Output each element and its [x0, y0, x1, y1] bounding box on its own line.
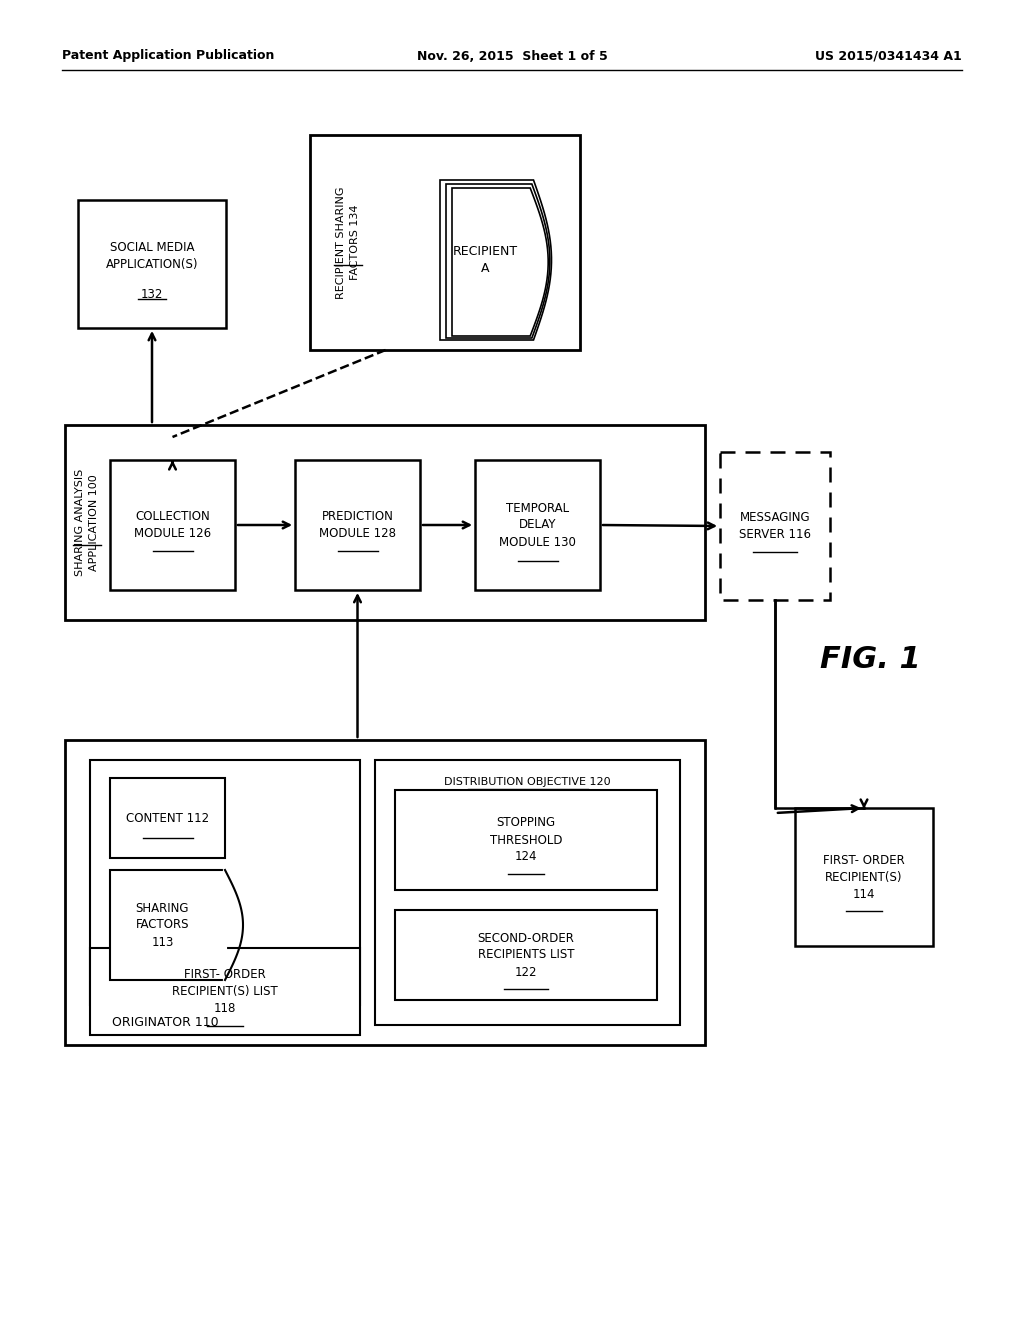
- Polygon shape: [446, 183, 550, 338]
- Text: RECIPIENT SHARING
FACTORS 134: RECIPIENT SHARING FACTORS 134: [337, 186, 359, 298]
- Bar: [295, 459, 420, 590]
- Text: PREDICTION
MODULE 128: PREDICTION MODULE 128: [319, 510, 396, 540]
- Bar: [310, 135, 580, 350]
- Bar: [375, 760, 680, 1026]
- Text: Nov. 26, 2015  Sheet 1 of 5: Nov. 26, 2015 Sheet 1 of 5: [417, 49, 607, 62]
- Text: FIRST- ORDER
RECIPIENT(S)
114: FIRST- ORDER RECIPIENT(S) 114: [823, 854, 905, 900]
- Text: FIG. 1: FIG. 1: [819, 645, 921, 675]
- Bar: [110, 459, 234, 590]
- Text: SOCIAL MEDIA
APPLICATION(S): SOCIAL MEDIA APPLICATION(S): [105, 242, 199, 271]
- Text: MESSAGING
SERVER 116: MESSAGING SERVER 116: [739, 511, 811, 541]
- Text: SECOND-ORDER
RECIPIENTS LIST
122: SECOND-ORDER RECIPIENTS LIST 122: [477, 932, 574, 978]
- Bar: [720, 451, 830, 601]
- FancyBboxPatch shape: [110, 870, 225, 979]
- Bar: [90, 760, 360, 1005]
- Polygon shape: [440, 180, 552, 341]
- Text: STOPPING
THRESHOLD
124: STOPPING THRESHOLD 124: [489, 817, 562, 863]
- Text: FIRST- ORDER
RECIPIENT(S) LIST
118: FIRST- ORDER RECIPIENT(S) LIST 118: [172, 968, 278, 1015]
- Text: ORIGINATOR 110: ORIGINATOR 110: [112, 1016, 218, 1030]
- Text: 132: 132: [141, 288, 163, 301]
- Polygon shape: [452, 187, 548, 337]
- Bar: [78, 201, 226, 327]
- Bar: [475, 459, 600, 590]
- Text: Patent Application Publication: Patent Application Publication: [62, 49, 274, 62]
- Bar: [65, 425, 705, 620]
- Text: COLLECTION
MODULE 126: COLLECTION MODULE 126: [134, 510, 211, 540]
- Bar: [395, 909, 657, 1001]
- Bar: [90, 948, 360, 1035]
- Text: US 2015/0341434 A1: US 2015/0341434 A1: [815, 49, 962, 62]
- Text: RECIPIENT
A: RECIPIENT A: [453, 246, 517, 275]
- Text: SHARING
FACTORS
113: SHARING FACTORS 113: [136, 902, 189, 949]
- Text: DISTRIBUTION OBJECTIVE 120: DISTRIBUTION OBJECTIVE 120: [444, 777, 610, 787]
- Bar: [110, 777, 225, 858]
- Text: TEMPORAL
DELAY
MODULE 130: TEMPORAL DELAY MODULE 130: [499, 502, 575, 549]
- Bar: [795, 808, 933, 946]
- Text: SHARING ANALYSIS
APPLICATION 100: SHARING ANALYSIS APPLICATION 100: [76, 469, 98, 576]
- Text: CONTENT 112: CONTENT 112: [126, 812, 209, 825]
- Bar: [65, 741, 705, 1045]
- Bar: [395, 789, 657, 890]
